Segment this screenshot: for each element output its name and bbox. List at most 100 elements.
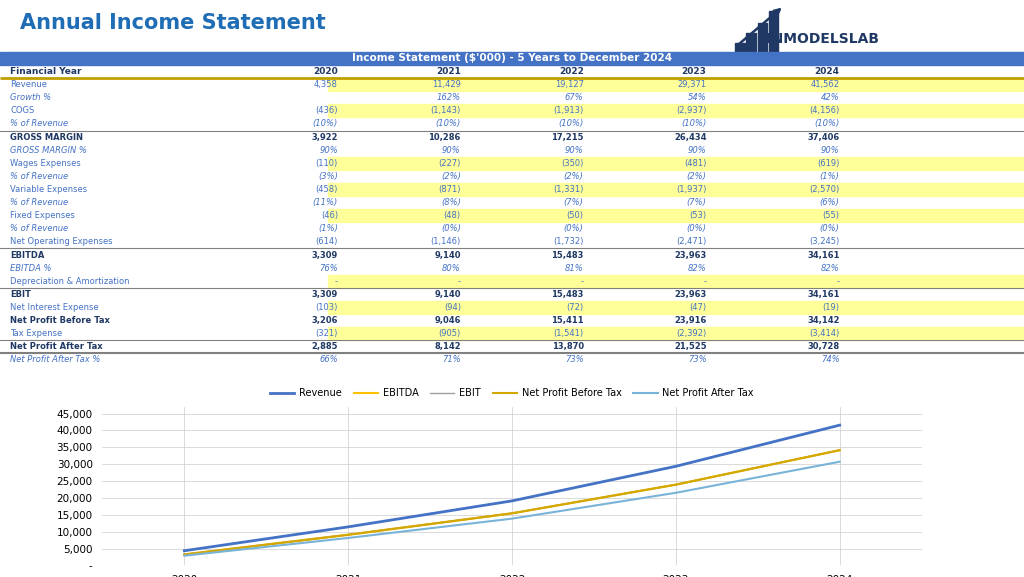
Text: (1,541): (1,541) [554,329,584,338]
Text: (0%): (0%) [441,224,461,233]
Text: 67%: 67% [565,93,584,102]
Text: 90%: 90% [688,146,707,155]
Bar [328,183,1024,196]
Text: GROSS MARGIN: GROSS MARGIN [10,133,83,141]
Text: Depreciation & Amortization: Depreciation & Amortization [10,277,130,286]
Text: 9,140: 9,140 [434,250,461,260]
Bar [0,52,1024,65]
Text: 74%: 74% [821,355,840,364]
Text: (350): (350) [561,159,584,168]
Text: 11,429: 11,429 [432,80,461,89]
Text: 2,885: 2,885 [311,342,338,351]
Text: (2,937): (2,937) [676,106,707,115]
Text: 73%: 73% [688,355,707,364]
Text: 41,562: 41,562 [811,80,840,89]
Text: 3,309: 3,309 [311,290,338,299]
Text: (1,732): (1,732) [553,237,584,246]
Text: Tax Expense: Tax Expense [10,329,62,338]
Text: (48): (48) [443,211,461,220]
Text: Net Profit After Tax: Net Profit After Tax [10,342,102,351]
Text: % of Revenue: % of Revenue [10,198,69,207]
Text: (1,913): (1,913) [553,106,584,115]
Text: (7%): (7%) [564,198,584,207]
Text: 34,142: 34,142 [807,316,840,325]
Text: (55): (55) [822,211,840,220]
Text: 21,525: 21,525 [674,342,707,351]
Text: Fixed Expenses: Fixed Expenses [10,211,75,220]
Text: Net Profit Before Tax: Net Profit Before Tax [10,316,111,325]
Text: EBIT: EBIT [10,290,31,299]
Text: (2%): (2%) [441,172,461,181]
Text: (0%): (0%) [564,224,584,233]
Text: (10%): (10%) [681,119,707,129]
Text: (871): (871) [438,185,461,194]
Text: 3,206: 3,206 [311,316,338,325]
Text: (481): (481) [684,159,707,168]
Text: (47): (47) [689,303,707,312]
Text: (1%): (1%) [318,224,338,233]
Text: 2024: 2024 [815,67,840,76]
Bar [328,157,1024,170]
Text: FINMODELSLAB: FINMODELSLAB [758,32,880,46]
Text: COGS: COGS [10,106,35,115]
Text: -: - [458,277,461,286]
Text: Annual Income Statement: Annual Income Statement [20,13,327,33]
Text: 2020: 2020 [313,67,338,76]
Text: 54%: 54% [688,93,707,102]
Text: 37,406: 37,406 [808,133,840,141]
Text: 15,483: 15,483 [551,250,584,260]
Text: (94): (94) [443,303,461,312]
Text: (50): (50) [566,211,584,220]
Text: 2022: 2022 [559,67,584,76]
Text: -: - [837,277,840,286]
Text: 15,483: 15,483 [551,290,584,299]
Text: (0%): (0%) [820,224,840,233]
Text: 3,309: 3,309 [311,250,338,260]
Text: (3,245): (3,245) [809,237,840,246]
Text: 81%: 81% [565,264,584,272]
Text: 90%: 90% [821,146,840,155]
Text: 42%: 42% [821,93,840,102]
Text: 17,215: 17,215 [551,133,584,141]
Text: 82%: 82% [821,264,840,272]
Text: (436): (436) [315,106,338,115]
Text: Wages Expenses: Wages Expenses [10,159,81,168]
Text: 23,916: 23,916 [674,316,707,325]
Text: (458): (458) [315,185,338,194]
Bar [328,104,1024,118]
Text: (614): (614) [315,237,338,246]
Text: (3%): (3%) [318,172,338,181]
Text: 19,127: 19,127 [555,80,584,89]
Text: EBITDA: EBITDA [10,250,45,260]
Text: 34,161: 34,161 [807,290,840,299]
Text: (72): (72) [566,303,584,312]
Text: (19): (19) [822,303,840,312]
Bar [758,23,767,55]
Bar [328,209,1024,222]
Text: 73%: 73% [565,355,584,364]
Bar [328,275,1024,288]
Text: (1,331): (1,331) [553,185,584,194]
Text: 66%: 66% [319,355,338,364]
Text: % of Revenue: % of Revenue [10,224,69,233]
Text: (1%): (1%) [820,172,840,181]
Text: 9,046: 9,046 [434,316,461,325]
Bar [746,33,756,55]
Text: (2,570): (2,570) [809,185,840,194]
Text: Income Statement ($'000) - 5 Years to December 2024: Income Statement ($'000) - 5 Years to De… [352,370,672,381]
Text: Income Statement ($'000) - 5 Years to December 2024: Income Statement ($'000) - 5 Years to De… [352,54,672,63]
Text: Revenue: Revenue [10,80,47,89]
Text: (10%): (10%) [435,119,461,129]
Text: (1,143): (1,143) [430,106,461,115]
Text: 2021: 2021 [436,67,461,76]
Text: % of Revenue: % of Revenue [10,119,69,129]
Text: 3,922: 3,922 [311,133,338,141]
Text: (8%): (8%) [441,198,461,207]
Text: 29,371: 29,371 [678,80,707,89]
Text: (905): (905) [438,329,461,338]
Text: -: - [335,277,338,286]
Text: % of Revenue: % of Revenue [10,172,69,181]
Text: (3,414): (3,414) [809,329,840,338]
Bar [328,327,1024,340]
Text: Growth %: Growth % [10,93,51,102]
